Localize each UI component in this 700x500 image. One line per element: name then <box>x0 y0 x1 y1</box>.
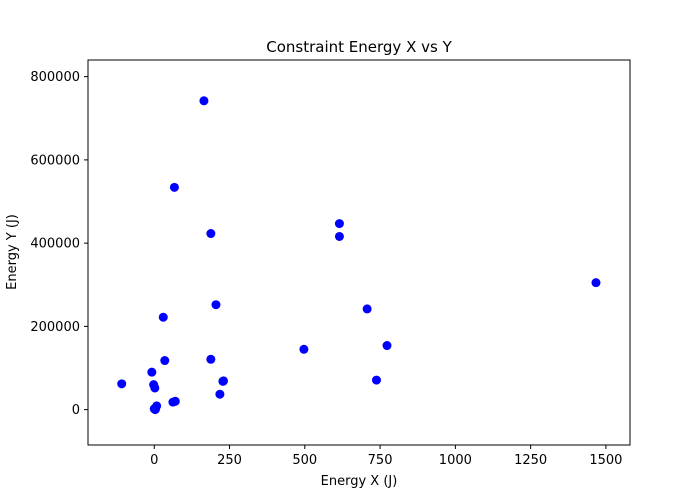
x-tick-label-6: 1500 <box>589 453 622 468</box>
data-point-12 <box>170 396 180 406</box>
y-axis-label: Energy Y (J) <box>5 214 20 290</box>
x-tick-label-4: 1000 <box>439 453 472 468</box>
data-point-27 <box>591 278 601 288</box>
data-point-16 <box>206 229 216 239</box>
data-point-17 <box>211 300 221 310</box>
axes-frame <box>87 59 631 446</box>
data-point-15 <box>206 354 216 364</box>
data-point-3 <box>150 383 160 393</box>
data-point-21 <box>299 344 309 354</box>
y-tick-label-1: 200000 <box>30 320 80 335</box>
data-point-20 <box>219 376 228 386</box>
data-point-26 <box>382 341 392 351</box>
data-point-25 <box>371 375 381 385</box>
chart-title: Constraint Energy X vs Y <box>266 38 452 56</box>
data-point-18 <box>215 389 225 399</box>
data-points <box>117 96 601 415</box>
data-point-10 <box>160 356 170 366</box>
x-tick-label-1: 250 <box>217 453 242 468</box>
x-tick-label-2: 500 <box>292 453 317 468</box>
data-point-13 <box>169 182 179 192</box>
data-point-24 <box>362 304 372 314</box>
data-point-0 <box>117 379 127 389</box>
x-axis-ticks: 0 250 500 750 1000 1250 1500 <box>150 445 622 468</box>
data-point-1 <box>147 367 157 377</box>
y-tick-label-3: 600000 <box>30 153 80 168</box>
x-tick-label-0: 0 <box>150 453 158 468</box>
data-point-8 <box>150 404 160 414</box>
y-tick-label-0: 0 <box>72 403 80 418</box>
x-tick-label-5: 1250 <box>514 453 547 468</box>
y-tick-label-4: 800000 <box>30 70 80 85</box>
data-point-9 <box>158 312 168 322</box>
y-axis-ticks: 0 200000 400000 600000 800000 <box>30 70 88 418</box>
x-tick-label-3: 750 <box>368 453 393 468</box>
data-point-22 <box>334 219 344 229</box>
x-axis-label: Energy X (J) <box>321 474 398 489</box>
data-point-14 <box>199 96 209 106</box>
y-tick-label-2: 400000 <box>30 237 80 252</box>
data-point-23 <box>334 231 344 241</box>
